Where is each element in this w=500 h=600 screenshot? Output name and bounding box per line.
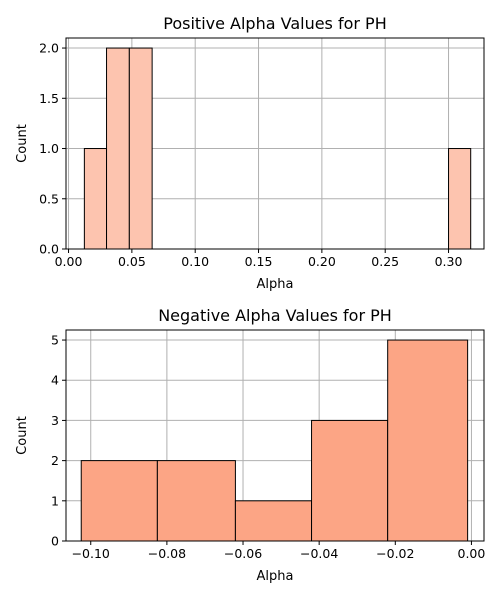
x-tick-label: 0.20	[308, 254, 336, 269]
y-tick-label: 2	[51, 453, 59, 468]
x-tick-label: −0.06	[224, 546, 262, 561]
y-axis-label: Count	[15, 124, 30, 163]
histogram-bar	[448, 148, 472, 250]
y-axis-label: Count	[15, 416, 30, 455]
histogram-bar	[156, 460, 236, 542]
positive-alpha-chart: Positive Alpha Values for PH Alpha Count…	[15, 14, 485, 292]
plot-frame	[65, 329, 485, 542]
x-tick-label: 0.10	[181, 254, 209, 269]
bars	[83, 47, 472, 250]
y-tick-label: 1.0	[39, 141, 59, 156]
chart-title: Negative Alpha Values for PH	[158, 306, 392, 325]
x-tick-label: 0.30	[435, 254, 463, 269]
x-tick-label: −0.10	[72, 546, 110, 561]
x-axis-label: Alpha	[257, 569, 294, 584]
x-tick-label: −0.08	[148, 546, 186, 561]
histogram-bar	[234, 500, 313, 542]
y-tick-label: 3	[51, 413, 59, 428]
x-tick-label: −0.04	[300, 546, 338, 561]
negative-alpha-chart: Negative Alpha Values for PH Alpha Count…	[15, 306, 485, 584]
y-tick-label: 0.0	[39, 242, 59, 257]
x-tick-label: 0.05	[118, 254, 146, 269]
bars	[80, 339, 469, 542]
plot-frame	[65, 37, 485, 250]
histogram-bar	[128, 47, 153, 250]
histogram-bar	[387, 339, 469, 542]
y-tick-label: 0.5	[39, 191, 59, 206]
histogram-bar	[311, 419, 389, 542]
x-tick-label: 0.00	[458, 546, 486, 561]
y-tick-label: 4	[51, 373, 59, 388]
y-tick-label: 5	[51, 333, 59, 348]
x-tick-label: 0.00	[55, 254, 83, 269]
x-tick-label: 0.15	[245, 254, 273, 269]
y-tick-label: 1	[51, 493, 59, 508]
y-tick-label: 0	[51, 534, 59, 549]
histogram-bar	[83, 148, 108, 250]
chart-title: Positive Alpha Values for PH	[163, 14, 386, 33]
y-tick-label: 1.5	[39, 91, 59, 106]
x-tick-label: 0.25	[371, 254, 399, 269]
histogram-bar	[106, 47, 130, 250]
y-tick-label: 2.0	[39, 41, 59, 56]
histogram-bar	[80, 460, 158, 542]
x-axis-label: Alpha	[257, 277, 294, 292]
x-tick-label: −0.02	[376, 546, 414, 561]
